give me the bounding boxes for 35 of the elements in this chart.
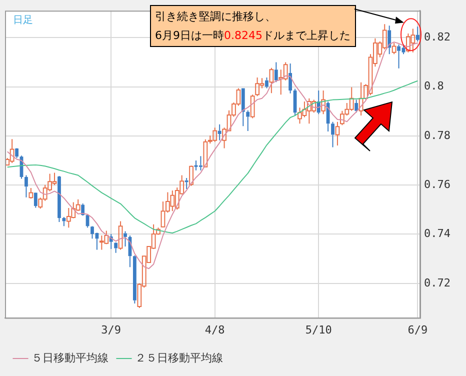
candlestick [15,148,18,159]
candlestick [358,82,364,116]
x-tick-label: 3/9 [101,323,122,336]
y-tick-label: 0.8 [424,80,444,93]
y-tick-label: 0.76 [424,178,450,191]
candlestick [388,25,392,55]
x-tick-label: 4/8 [204,323,225,336]
candlestick [288,62,292,94]
text: 日足 [13,15,33,26]
candlestick [241,88,245,127]
candlestick [218,124,222,141]
y-tick-label: 0.74 [424,227,451,240]
candlestick [58,176,61,222]
candlestick [265,76,268,89]
x-tick-label: 5/10 [305,323,332,336]
candlestick [10,138,14,164]
x-tick-label: 6/9 [408,323,428,336]
candlestick [114,242,118,254]
candlestick [246,110,250,132]
y-tick-label: 0.78 [424,128,450,142]
candlestick [24,174,28,198]
y-tick-label: 0.72 [424,276,450,290]
candlestick [124,230,127,248]
candlestick [62,216,66,227]
y-tick-label: 0.82 [424,30,450,44]
candlestick [331,121,334,148]
candlestick [184,177,188,190]
legend-label: ２５日移動平均線 [135,351,223,364]
candlestick [274,62,278,83]
candlestick [416,26,420,42]
candlestick [81,203,85,216]
candlestick [335,121,340,146]
candlestick [269,67,274,94]
candlestick [321,90,326,115]
legend-label: ５日移動平均線 [32,351,108,364]
